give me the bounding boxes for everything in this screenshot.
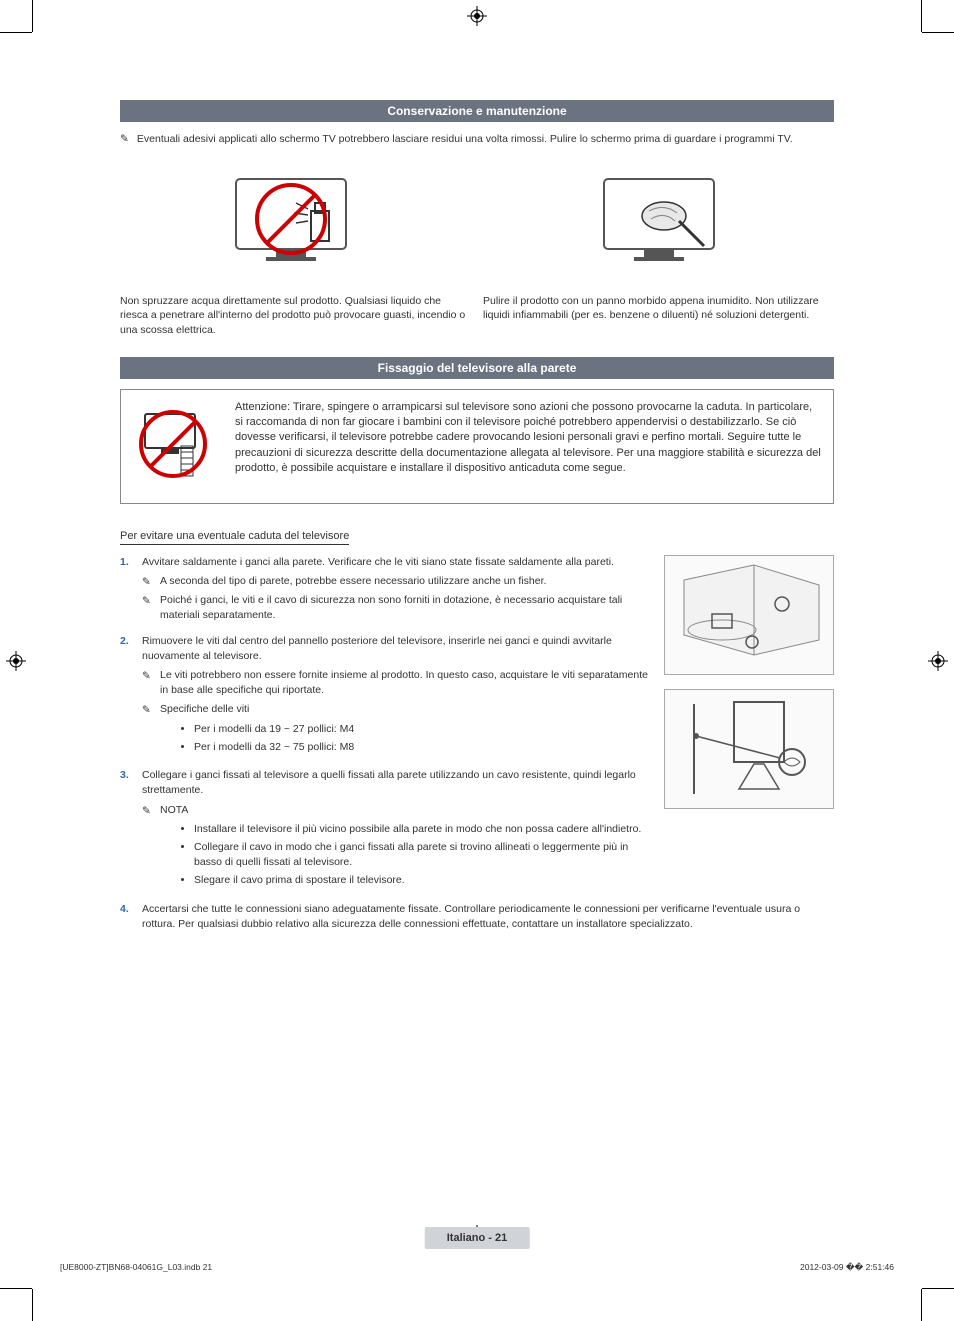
step-4-text: Accertarsi che tutte le connessioni sian… (142, 903, 800, 930)
section-title-maintenance: Conservazione e manutenzione (120, 100, 834, 122)
registration-mark-icon (928, 651, 948, 671)
figure-no-spray-icon (120, 156, 471, 286)
note-icon: ✎ (142, 575, 156, 590)
figure-wall-bracket-icon (664, 555, 834, 675)
page-number-label: Italiano - 21 (425, 1227, 530, 1249)
step-2: 2. Rimuovere le viti dal centro del pann… (120, 634, 650, 759)
intro-note-text: Eventuali adesivi applicati allo schermo… (137, 133, 793, 145)
crop-mark (921, 0, 922, 32)
crop-mark (32, 0, 33, 32)
print-metadata: [UE8000-ZT]BN68-04061G_L03.indb 21 2012-… (60, 1262, 894, 1273)
figure-left-caption: Non spruzzare acqua direttamente sul pro… (120, 294, 471, 337)
crop-mark (32, 1289, 33, 1321)
crop-mark (0, 1288, 32, 1289)
crop-mark (0, 32, 32, 33)
step-2-note-b: Specifiche delle viti (160, 703, 249, 715)
step-1-note-b: Poiché i ganci, le viti e il cavo di sic… (160, 594, 622, 621)
nota-3: Slegare il cavo prima di spostare il tel… (194, 873, 650, 888)
registration-mark-icon (467, 6, 487, 26)
step-number: 3. (120, 768, 142, 892)
section-title-wallmount: Fissaggio del televisore alla parete (120, 357, 834, 379)
figure-right-column: Pulire il prodotto con un panno morbido … (483, 156, 834, 337)
step-1: 1. Avvitare saldamente i ganci alla pare… (120, 555, 650, 624)
page-content: Conservazione e manutenzione ✎ Eventuali… (120, 100, 834, 942)
note-icon: ✎ (142, 594, 156, 609)
figure-right-caption: Pulire il prodotto con un panno morbido … (483, 294, 834, 322)
crop-mark (922, 32, 954, 33)
warning-text: Attenzione: Tirare, spingere o arrampica… (235, 400, 823, 477)
file-reference: [UE8000-ZT]BN68-04061G_L03.indb 21 (60, 1262, 212, 1273)
warning-box: Attenzione: Tirare, spingere o arrampica… (120, 389, 834, 504)
subsection-heading: Per evitare una eventuale caduta del tel… (120, 530, 349, 545)
step-1-note-a: A seconda del tipo di parete, potrebbe e… (160, 575, 546, 587)
note-icon: ✎ (142, 669, 156, 684)
step-2-text: Rimuovere le viti dal centro del pannell… (142, 635, 612, 662)
step-number: 1. (120, 555, 142, 624)
step-3: 3. Collegare i ganci fissati al televiso… (120, 768, 650, 892)
figure-left-column: Non spruzzare acqua direttamente sul pro… (120, 156, 471, 337)
warning-no-climb-icon (131, 400, 221, 493)
step-4: 4. Accertarsi che tutte le connessioni s… (120, 902, 834, 932)
step-number: 2. (120, 634, 142, 759)
step-number: 4. (120, 902, 142, 932)
nota-label: NOTA (160, 804, 188, 816)
print-timestamp: 2012-03-09 �� 2:51:46 (800, 1262, 894, 1273)
intro-note: ✎ Eventuali adesivi applicati allo scher… (120, 132, 834, 146)
crop-mark (921, 1289, 922, 1321)
screw-spec-2: Per i modelli da 32 ~ 75 pollici: M8 (194, 740, 650, 755)
figure-wall-cable-icon (664, 689, 834, 809)
figure-clean-cloth-icon (483, 156, 834, 286)
step-3-text: Collegare i ganci fissati al televisore … (142, 769, 636, 796)
nota-1: Installare il televisore il più vicino p… (194, 822, 650, 837)
step-1-text: Avvitare saldamente i ganci alla parete.… (142, 556, 614, 568)
registration-mark-icon (6, 651, 26, 671)
side-figures (664, 555, 834, 823)
crop-mark (922, 1288, 954, 1289)
note-icon: ✎ (142, 804, 156, 819)
maintenance-figures-row: Non spruzzare acqua direttamente sul pro… (120, 156, 834, 337)
note-icon: ✎ (142, 703, 156, 718)
nota-2: Collegare il cavo in modo che i ganci fi… (194, 840, 650, 870)
screw-spec-1: Per i modelli da 19 ~ 27 pollici: M4 (194, 722, 650, 737)
note-icon: ✎ (120, 132, 134, 146)
step-2-note-a: Le viti potrebbero non essere fornite in… (160, 669, 648, 696)
